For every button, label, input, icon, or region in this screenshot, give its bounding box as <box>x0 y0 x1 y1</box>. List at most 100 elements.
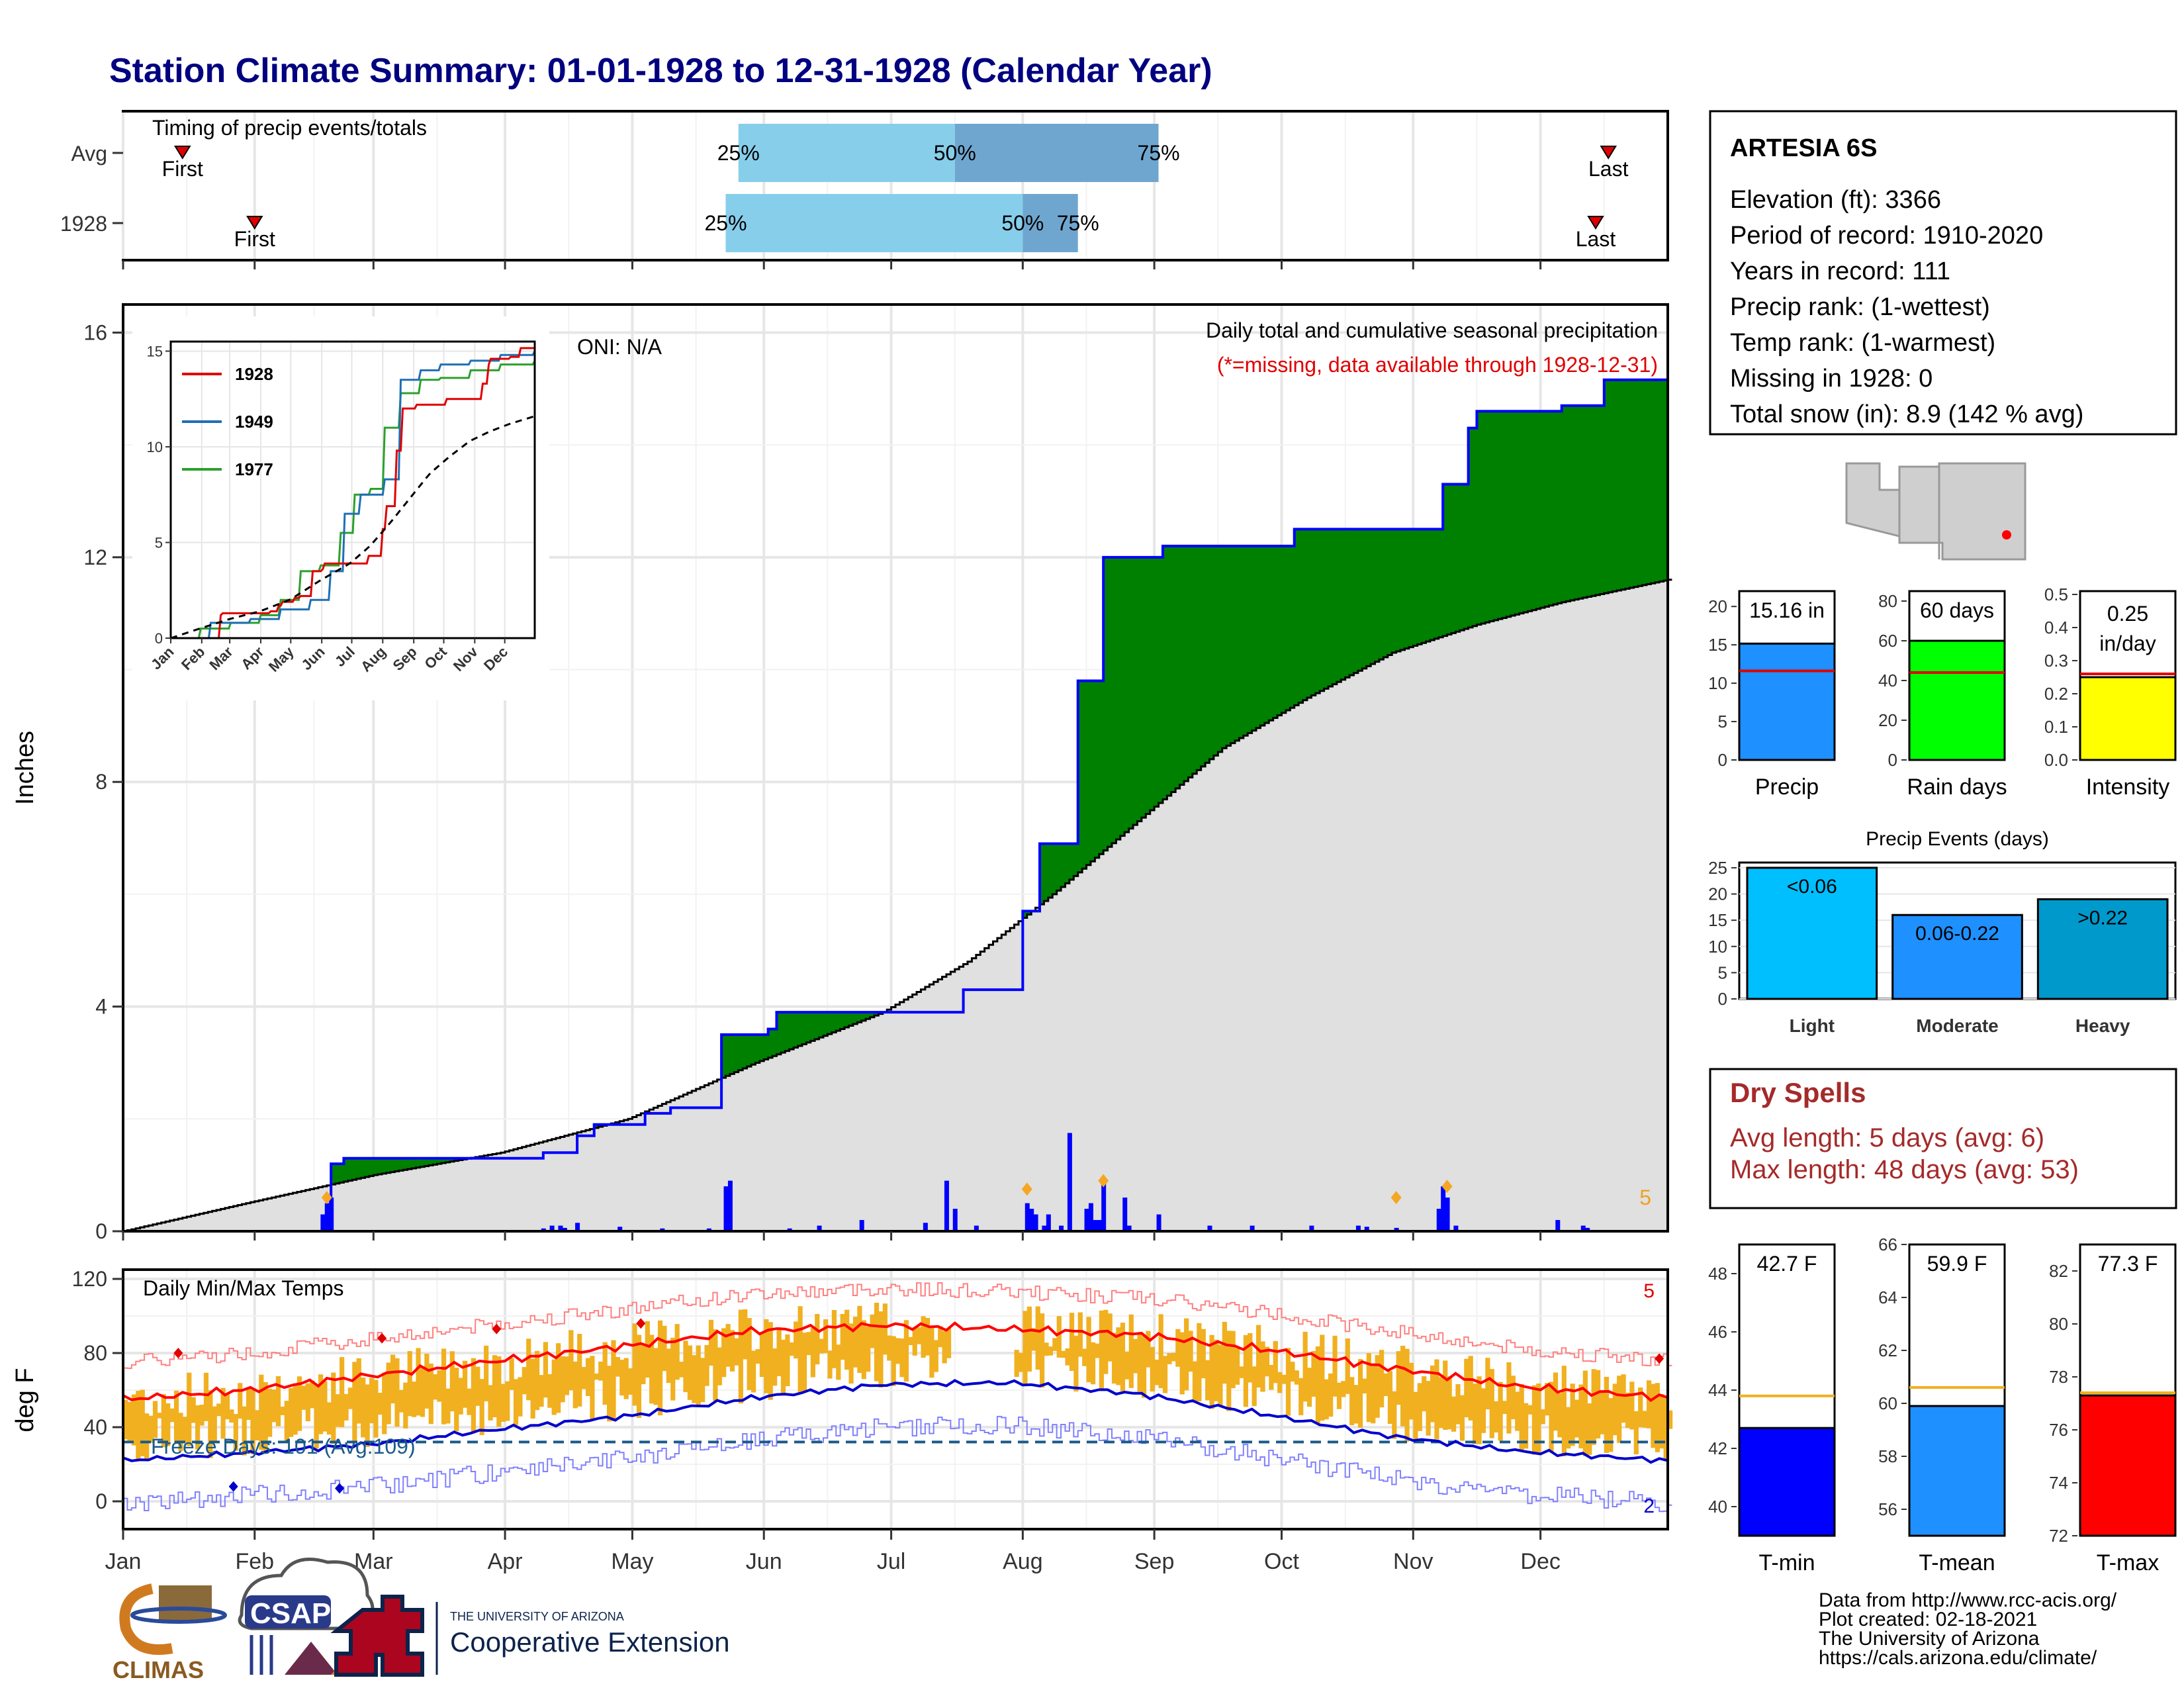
daily-temp-bar <box>878 1311 884 1388</box>
precip-above-avg-area <box>1201 545 1206 767</box>
timing-bar-25-50 <box>725 194 1023 252</box>
daily-temp-bar <box>305 1383 310 1422</box>
daily-temp-bar <box>1336 1382 1342 1409</box>
daily-temp-bar <box>1477 1376 1482 1444</box>
small-chart-ytick-label: 56 <box>1878 1499 1897 1519</box>
daily-temp-bar <box>1438 1377 1443 1429</box>
small-chart-ytick-label: 0.5 <box>2044 585 2068 604</box>
precip-above-avg-area <box>1510 411 1516 616</box>
timing-first-label: First <box>162 157 203 181</box>
precip-above-avg-area <box>1523 411 1529 612</box>
temp-ytick-label: 120 <box>72 1267 107 1291</box>
climas-logo-text: CLIMAS <box>113 1656 204 1683</box>
daily-temp-bar <box>284 1401 289 1441</box>
precip-above-avg-area <box>751 1035 756 1065</box>
daily-temp-bar <box>428 1363 433 1425</box>
precip-above-avg-area <box>1256 545 1261 728</box>
precip-above-avg-area <box>738 1035 743 1070</box>
daily-temp-bar <box>390 1354 396 1404</box>
cooperative-extension-text: Cooperative Extension <box>450 1626 730 1658</box>
daily-temp-bar <box>662 1325 667 1372</box>
precip-chart-subtitle: (*=missing, data available through 1928-… <box>1217 353 1658 377</box>
daily-temp-bar <box>683 1340 688 1393</box>
precip-above-avg-area <box>1349 529 1355 675</box>
events-category-label: Heavy <box>2075 1015 2130 1036</box>
small-chart-ytick-label: 0 <box>1718 750 1727 770</box>
daily-temp-bar <box>547 1374 553 1408</box>
daily-temp-bar <box>903 1320 909 1382</box>
daily-temp-bar <box>238 1383 243 1419</box>
daily-temp-bar <box>1553 1372 1559 1431</box>
daily-precip-bar <box>1024 1203 1030 1231</box>
precip-events-chart: Precip Events (days) <0.06 Light 0.06-0.22 M… <box>1708 828 2177 1036</box>
daily-temp-bar <box>1570 1383 1575 1446</box>
daily-temp-bar <box>1248 1333 1253 1383</box>
daily-temp-bar <box>743 1309 748 1360</box>
precip-above-avg-area <box>1459 484 1465 631</box>
precip-above-avg-area <box>1302 529 1308 700</box>
precip-above-avg-area <box>1426 529 1431 642</box>
precip-above-avg-area <box>1077 680 1083 872</box>
daily-temp-bar <box>1188 1331 1193 1372</box>
daily-temp-bar <box>946 1328 952 1358</box>
daily-temp-bar <box>1324 1379 1329 1420</box>
small-chart-ytick-label: 62 <box>1878 1340 1897 1360</box>
precip-ylabel: Inches <box>11 731 39 805</box>
month-label: Jan <box>105 1549 142 1574</box>
ua-small-text: THE UNIVERSITY OF ARIZONA <box>450 1610 624 1623</box>
csap-logo: CSAP <box>238 1558 375 1675</box>
timing-last-label: Last <box>1588 157 1629 181</box>
rain-days-chart: 0 20 40 60 80 60 days Rain days <box>1878 590 2007 800</box>
temp-ytick-label: 0 <box>95 1489 107 1513</box>
daily-temp-bar <box>1502 1401 1508 1414</box>
precip-above-avg-area <box>335 1164 340 1184</box>
daily-temp-bar <box>657 1320 663 1416</box>
daily-temp-bar <box>1387 1371 1393 1425</box>
precip-above-avg-area <box>1234 545 1240 741</box>
events-category-label: Moderate <box>1916 1015 1998 1036</box>
daily-temp-bar <box>365 1384 370 1447</box>
daily-temp-bar <box>522 1367 527 1395</box>
daily-temp-bar <box>161 1394 166 1448</box>
precip-above-avg-area <box>1315 529 1320 694</box>
small-chart-ytick-label: 58 <box>1878 1446 1897 1466</box>
small-chart-ytick-label: 10 <box>1708 673 1727 693</box>
daily-temp-bar <box>187 1372 192 1446</box>
precip-above-avg-area <box>1629 379 1635 588</box>
precip-above-avg-area <box>823 1012 829 1036</box>
timing-first-label: First <box>234 227 275 251</box>
precip-above-avg-area <box>794 1012 799 1048</box>
daily-precip-bar <box>1122 1197 1128 1231</box>
daily-temp-bar <box>1557 1393 1563 1438</box>
timing-last-label: Last <box>1576 227 1616 251</box>
daily-temp-bar <box>1146 1331 1151 1368</box>
daily-temp-bar <box>687 1345 693 1400</box>
daily-precip-bar <box>329 1197 334 1231</box>
daily-temp-bar <box>759 1332 765 1378</box>
daily-precip-bar <box>562 1227 567 1231</box>
daily-temp-bar <box>1222 1321 1227 1384</box>
month-label: May <box>611 1549 653 1574</box>
small-chart-ytick-label: 15 <box>1708 635 1727 655</box>
precip-above-avg-area <box>1430 529 1435 640</box>
daily-temp-bar <box>797 1306 803 1393</box>
month-axis: Jan Feb Mar Apr May Jun Jul Aug Sep Oct Nov Dec <box>105 260 1561 1574</box>
daily-temp-bar <box>887 1335 892 1361</box>
daily-temp-bar <box>666 1348 671 1383</box>
daily-temp-bar <box>1341 1381 1346 1397</box>
climas-logo: CLIMAS <box>113 1583 227 1683</box>
precip-above-avg-area <box>1480 411 1486 624</box>
daily-temp-bar <box>925 1317 931 1356</box>
tmax-chart: 72 74 76 78 80 82 77.3 F T-max <box>2049 1243 2177 1575</box>
record-low-marker <box>228 1481 238 1492</box>
precip-above-avg-area <box>1464 484 1469 629</box>
daily-temp-bar <box>195 1405 201 1450</box>
precip-above-avg-area <box>844 1012 850 1027</box>
inset-ytick-label: 5 <box>155 534 163 551</box>
daily-temp-bar <box>1234 1348 1240 1385</box>
daily-temp-bar <box>1371 1365 1376 1424</box>
daily-temp-bar <box>670 1337 676 1401</box>
precip-above-avg-area <box>1655 379 1660 583</box>
precip-above-avg-area <box>1651 379 1656 584</box>
daily-temp-bar <box>917 1327 922 1344</box>
